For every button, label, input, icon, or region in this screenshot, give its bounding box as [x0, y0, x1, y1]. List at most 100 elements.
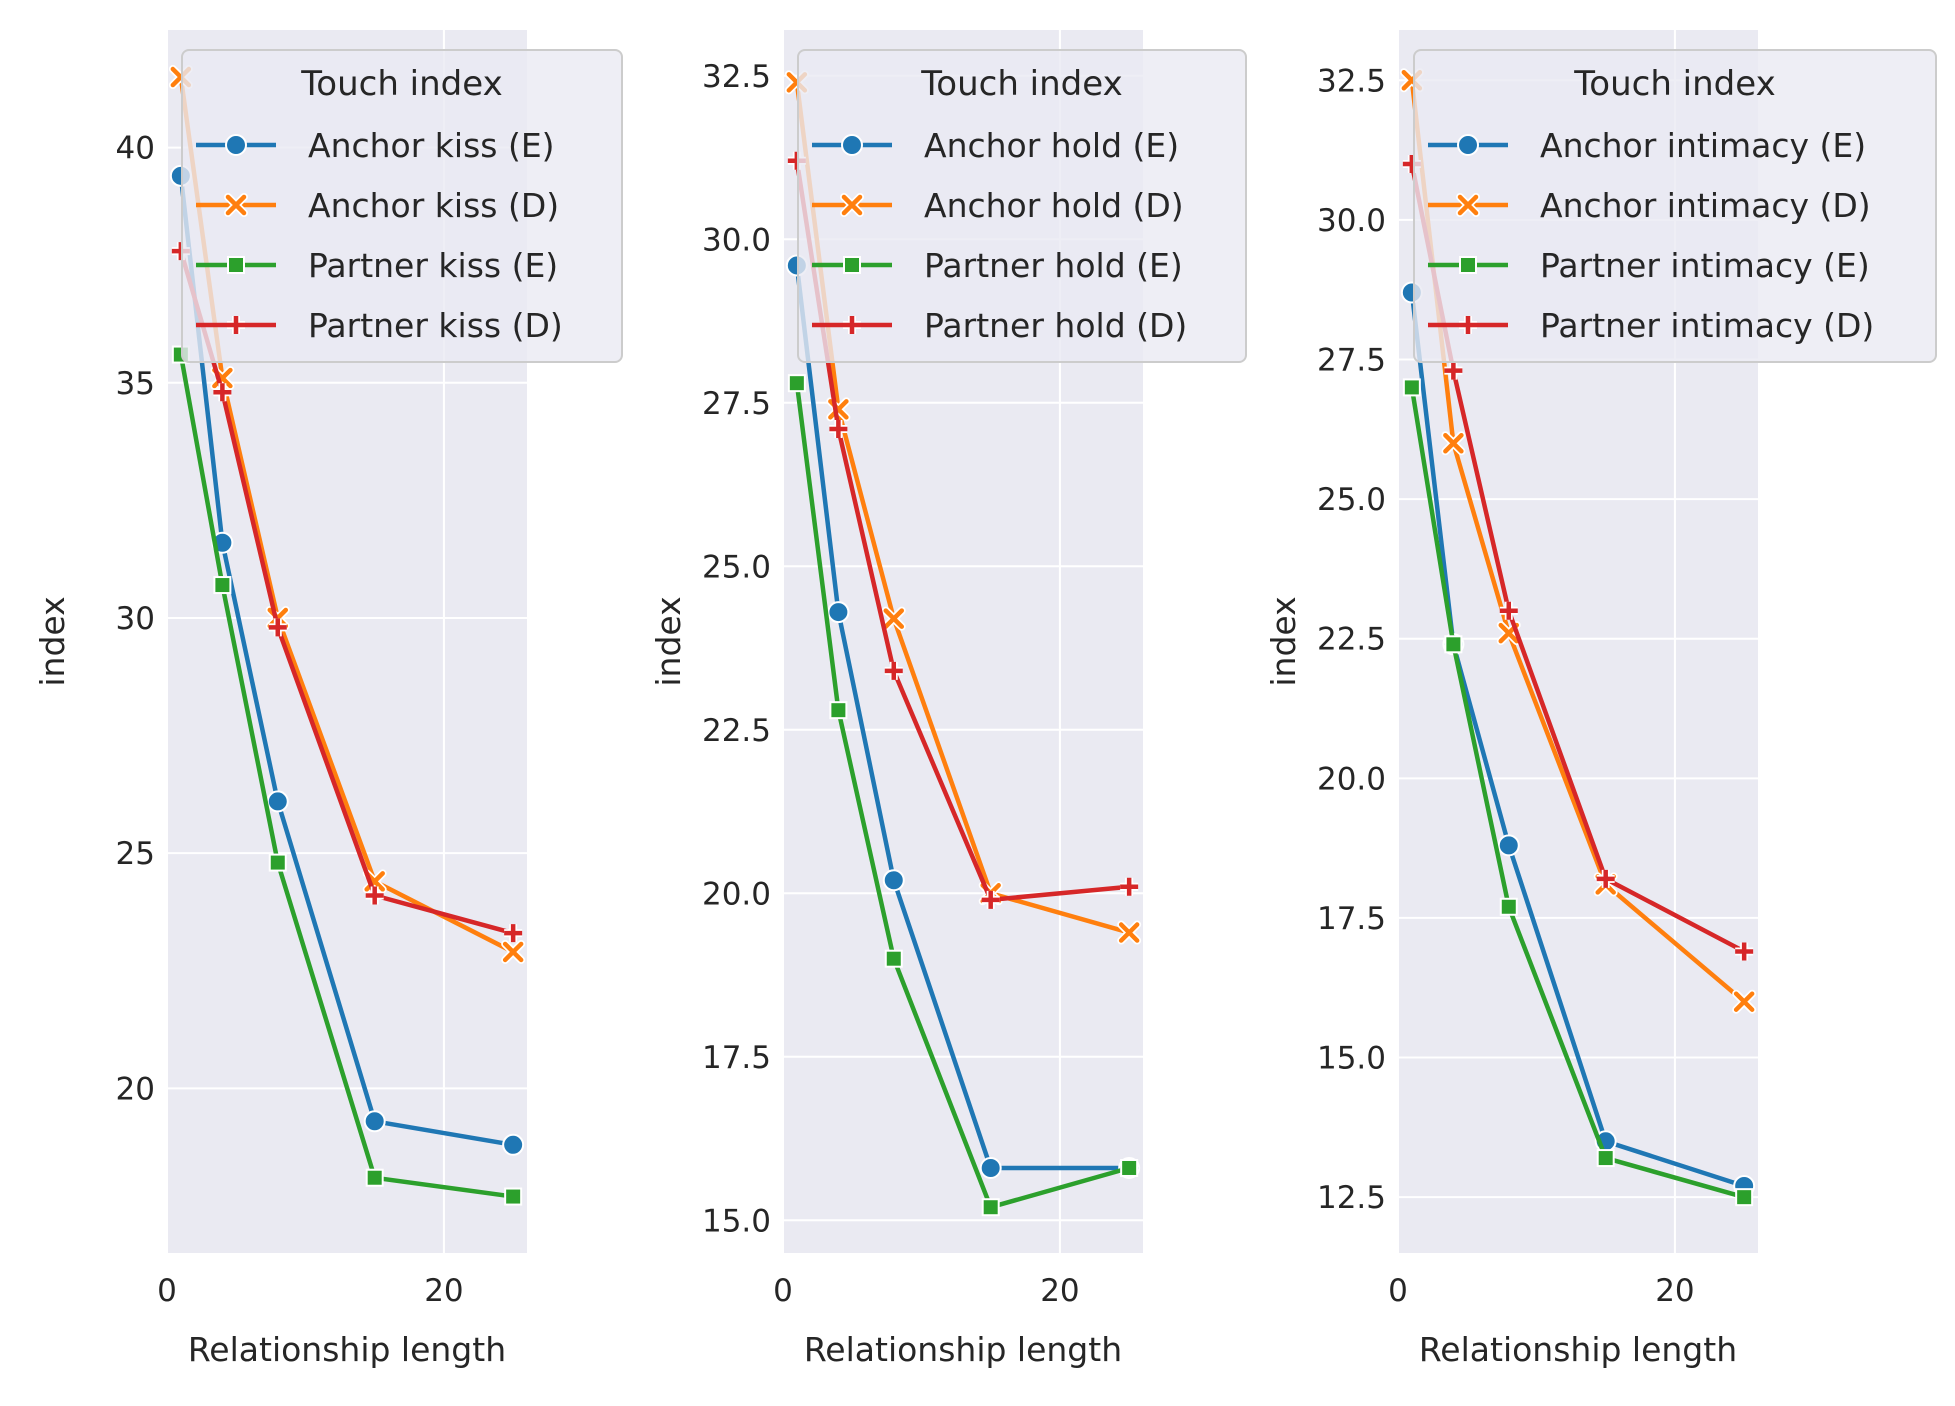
- data-point-stroke: [883, 608, 905, 629]
- data-point: [365, 1168, 384, 1187]
- legend-marker-stroke: [1459, 316, 1477, 334]
- data-point: [1735, 942, 1754, 961]
- legend-title: Touch index: [1573, 64, 1775, 104]
- data-point: [268, 618, 287, 637]
- legend-entry: Partner kiss (D): [308, 306, 563, 345]
- y-tick-label: 20.0: [1317, 761, 1386, 797]
- legend-marker: [1457, 134, 1479, 156]
- legend-marker: [840, 193, 864, 217]
- x-axis-label: Relationship length: [804, 1330, 1122, 1369]
- legend-entry: Partner intimacy (D): [1540, 306, 1874, 345]
- data-point: [787, 374, 806, 393]
- legend-entry: Anchor kiss (E): [308, 126, 555, 165]
- y-tick-label: 20: [116, 1071, 155, 1107]
- data-point: [1735, 1188, 1754, 1207]
- data-point-stroke: [365, 886, 384, 905]
- data-point: [1117, 920, 1142, 945]
- data-point-stroke: [1735, 942, 1754, 961]
- data-point: [213, 576, 232, 595]
- data-point: [979, 1156, 1002, 1179]
- x-tick-label: 20: [1655, 1273, 1694, 1309]
- legend-entry: Partner intimacy (E): [1540, 246, 1870, 285]
- data-point: [1120, 877, 1139, 896]
- legend-entry: Partner hold (E): [924, 246, 1183, 285]
- legend-marker: [1456, 193, 1480, 217]
- y-tick-label: 40: [116, 131, 155, 167]
- data-point: [981, 890, 1000, 909]
- legend-marker-stroke: [841, 194, 863, 216]
- legend-marker: [227, 316, 245, 334]
- data-point-stroke: [268, 618, 287, 637]
- data-point-stroke: [1733, 991, 1755, 1012]
- y-tick-label: 32.5: [702, 59, 771, 95]
- legend: Touch index Anchor kiss (E) Anchor kiss (D…: [181, 49, 623, 363]
- data-point: [981, 1198, 1000, 1217]
- data-point-stroke: [1118, 922, 1140, 943]
- data-point-stroke: [213, 383, 232, 402]
- y-tick-label: 27.5: [702, 386, 771, 422]
- data-point-stroke: [504, 924, 523, 943]
- legend-marker: [227, 256, 245, 274]
- y-tick-label: 27.5: [1317, 342, 1386, 378]
- data-point: [1732, 989, 1757, 1014]
- data-point: [829, 701, 848, 720]
- y-tick-label: 22.5: [702, 713, 771, 749]
- y-axis-label: index: [33, 596, 72, 686]
- panel-3: 12.5 15.0 17.5 20.0 22.5 25.0 27.5 30.0 32.5 0 20 R…: [1264, 30, 1937, 1369]
- legend: Touch index Anchor intimacy (E) Anchor int…: [1413, 49, 1937, 363]
- panel-2: 15.0 17.5 20.0 22.5 25.0 27.5 30.0 32.5 0 20 Relat…: [649, 30, 1247, 1369]
- y-tick-label: 25.0: [702, 549, 771, 585]
- legend-entry: Partner kiss (E): [308, 246, 558, 285]
- legend-box: [797, 49, 1247, 363]
- data-point: [882, 869, 905, 892]
- data-point-stroke: [884, 661, 903, 680]
- data-point: [504, 924, 523, 943]
- legend: Touch index Anchor hold (E) Anchor hold (D…: [797, 49, 1247, 363]
- data-point: [266, 790, 289, 813]
- data-point: [363, 1110, 386, 1133]
- y-axis-label: index: [1264, 596, 1303, 686]
- legend-marker-stroke: [1457, 194, 1479, 216]
- legend-title: Touch index: [920, 64, 1122, 104]
- data-point: [1444, 361, 1463, 380]
- legend-entry: Partner hold (D): [924, 306, 1187, 345]
- data-point-stroke: [1444, 361, 1463, 380]
- series-3: [1402, 378, 1754, 1207]
- legend-entry: Anchor intimacy (E): [1540, 126, 1866, 165]
- data-point-stroke: [502, 941, 524, 963]
- data-point: [1596, 869, 1615, 888]
- legend-marker-stroke: [227, 316, 245, 334]
- y-tick-label: 25: [116, 836, 155, 872]
- data-point-stroke: [1120, 877, 1139, 896]
- data-point: [1596, 1149, 1615, 1168]
- y-tick-label: 15.0: [1317, 1041, 1386, 1077]
- y-tick-label: 35: [116, 366, 155, 402]
- legend-entry: Anchor kiss (D): [308, 186, 559, 225]
- legend-marker: [843, 316, 861, 334]
- legend-box: [1413, 49, 1937, 363]
- data-point: [829, 419, 848, 438]
- data-point-stroke: [1443, 433, 1464, 454]
- y-tick-label: 12.5: [1317, 1180, 1386, 1216]
- y-tick-label: 30.0: [702, 222, 771, 258]
- data-point: [884, 949, 903, 968]
- y-tick-label: 22.5: [1317, 622, 1386, 658]
- y-tick-label: 17.5: [1317, 901, 1386, 937]
- legend-marker: [225, 134, 247, 156]
- data-point: [881, 606, 906, 631]
- panel-1: 20 25 30 35 40 0 20 Relationship length index Tou…: [33, 30, 623, 1369]
- legend-marker-stroke: [225, 194, 247, 216]
- legend-marker-stroke: [843, 316, 861, 334]
- series-3: [787, 374, 1139, 1217]
- data-point: [1441, 431, 1466, 456]
- legend-marker: [843, 256, 861, 274]
- data-point: [1497, 834, 1520, 857]
- y-tick-label: 25.0: [1317, 482, 1386, 518]
- legend-entry: Anchor intimacy (D): [1540, 186, 1871, 225]
- x-tick-label: 0: [1388, 1273, 1408, 1309]
- data-point-stroke: [1596, 869, 1615, 888]
- legend-box: [181, 49, 623, 363]
- y-tick-label: 30: [116, 601, 155, 637]
